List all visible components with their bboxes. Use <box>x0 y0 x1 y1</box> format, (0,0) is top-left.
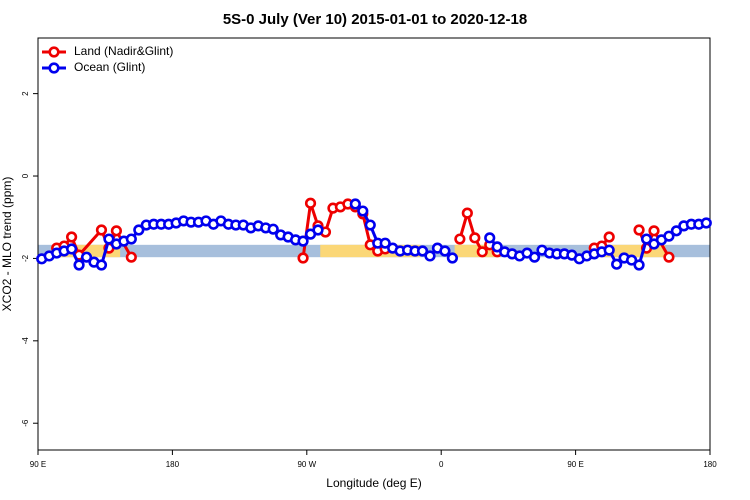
data-point <box>349 198 361 210</box>
data-point <box>65 243 78 255</box>
data-point <box>297 235 309 247</box>
data-point <box>80 251 93 263</box>
data-point <box>103 233 115 245</box>
data-point <box>663 251 675 263</box>
legend-marker <box>48 62 60 74</box>
plot-frame <box>37 37 711 451</box>
data-point <box>603 244 615 256</box>
data-point <box>476 246 488 258</box>
data-point <box>133 224 145 236</box>
data-point <box>379 237 391 249</box>
x-tick-label: 90 E <box>567 460 583 469</box>
legend-label: Ocean (Glint) <box>74 60 145 74</box>
data-point <box>267 223 279 235</box>
data-point <box>297 252 309 264</box>
data-point <box>416 245 429 257</box>
data-point <box>364 219 376 231</box>
data-point <box>670 225 683 237</box>
chart-title: 5S-0 July (Ver 10) 2015-01-01 to 2020-12… <box>223 11 527 28</box>
y-tick-label: -6 <box>21 419 30 427</box>
x-axis-label: Longitude (deg E) <box>326 476 421 490</box>
data-point <box>446 252 459 264</box>
data-point <box>110 225 122 237</box>
y-tick-label: 0 <box>21 173 30 178</box>
data-point <box>469 232 481 244</box>
data-point <box>603 231 615 243</box>
x-tick-label: 180 <box>166 460 180 469</box>
data-point <box>633 224 645 236</box>
y-axis-label: XCO2 - MLO trend (ppm) <box>0 177 14 312</box>
legend-marker <box>48 46 60 58</box>
data-point <box>95 224 108 236</box>
legend-label: Land (Nadir&Glint) <box>74 44 173 58</box>
x-tick-label: 180 <box>703 460 717 469</box>
data-point <box>73 259 85 271</box>
data-point <box>125 233 137 245</box>
data-point <box>648 225 660 237</box>
series <box>36 198 712 271</box>
y-tick-label: 2 <box>21 91 30 96</box>
data-point <box>461 207 473 219</box>
data-point <box>95 259 108 271</box>
data-point <box>491 241 503 253</box>
y-tick-label: -2 <box>21 254 30 262</box>
data-point <box>357 205 369 217</box>
data-point <box>484 232 496 244</box>
data-point <box>528 251 541 263</box>
data-point <box>640 233 653 245</box>
data-point <box>304 197 317 209</box>
data-point <box>663 230 675 242</box>
x-tick-label: 0 <box>439 460 444 469</box>
data-point <box>439 245 451 257</box>
data-point <box>454 233 466 245</box>
y-tick-label: -4 <box>21 337 30 345</box>
data-point <box>700 217 712 229</box>
data-point <box>65 231 78 243</box>
x-tick-label: 90 W <box>297 460 316 469</box>
data-point <box>611 258 623 270</box>
data-point <box>424 250 436 262</box>
x-tick-label: 90 E <box>30 460 46 469</box>
data-point <box>633 259 645 271</box>
data-point <box>312 224 324 236</box>
data-point <box>125 251 137 263</box>
data-point <box>625 254 638 266</box>
